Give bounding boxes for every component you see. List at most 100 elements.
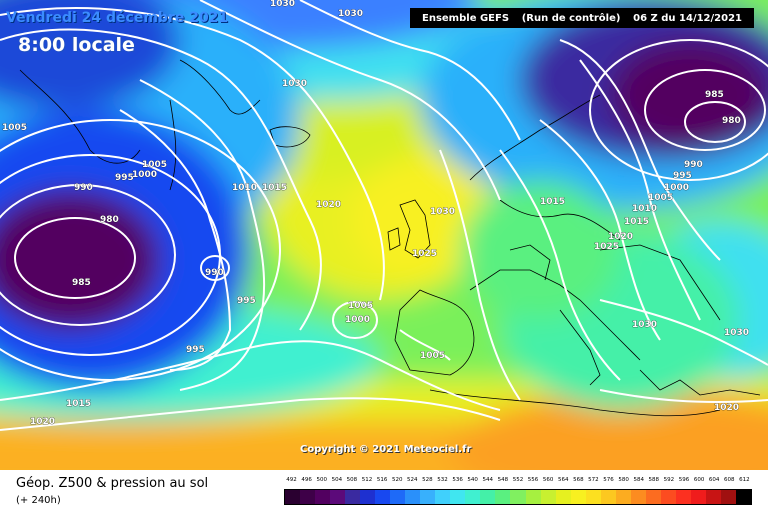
isobars (0, 0, 768, 430)
scale-value: 608 (724, 477, 735, 483)
scale-value: 588 (648, 477, 660, 483)
isobar-label: 995 (186, 345, 205, 355)
scale-value: 548 (497, 477, 509, 483)
scale-value: 532 (437, 477, 448, 483)
scale-swatch (660, 490, 676, 504)
italy (559, 309, 601, 386)
scale-swatch (360, 490, 376, 504)
isobar-label: 1030 (282, 79, 307, 89)
scale-value: 540 (467, 477, 478, 483)
scale-swatch (330, 490, 346, 504)
isobar-label: 980 (722, 116, 741, 126)
isobar-label: 1020 (30, 417, 55, 427)
legend: Géop. Z500 & pression au sol (+ 240h) 49… (0, 470, 768, 512)
scale-swatch (615, 490, 631, 504)
isobar-label: 1025 (594, 242, 619, 252)
isobar-label: 1000 (345, 315, 370, 325)
scale-swatch (510, 490, 526, 504)
isobar-label: 980 (100, 215, 119, 225)
scale-value: 496 (301, 477, 312, 483)
isobar-label: 985 (705, 90, 724, 100)
scale-swatch (720, 490, 736, 504)
scale-swatch (585, 490, 601, 504)
scale-value: 524 (407, 477, 418, 483)
ireland (387, 227, 401, 251)
scale-value: 604 (708, 477, 720, 483)
isobar-label: 1015 (66, 399, 91, 409)
isobar-label: 995 (673, 171, 692, 181)
scale-swatch (450, 490, 466, 504)
isobar-label: 1020 (316, 200, 341, 210)
scale-value: 612 (739, 477, 750, 483)
scale-value: 584 (633, 477, 644, 483)
scale-swatch (285, 490, 301, 504)
forecast-time: 8:00 locale (18, 34, 135, 56)
scale-value: 528 (422, 477, 433, 483)
scale-value: 572 (588, 477, 599, 483)
isobar-label: 1015 (262, 183, 287, 193)
isobar-label: 1030 (430, 207, 455, 217)
great-britain (399, 199, 431, 259)
isobar-label: 1015 (624, 217, 649, 227)
iceland (269, 126, 311, 148)
isobar-label: 1030 (724, 328, 749, 338)
weather-map: 1030 1030 1030 1005 1005 995 1000 990 98… (0, 0, 768, 470)
scale-value: 564 (557, 477, 569, 483)
isobar-label: 990 (205, 268, 224, 278)
scale-swatch (540, 490, 556, 504)
scale-value: 556 (527, 477, 539, 483)
scale-swatch (735, 490, 751, 504)
scale-value: 580 (618, 477, 629, 483)
scale-value: 536 (452, 477, 463, 483)
isobar-label: 1000 (664, 183, 689, 193)
scale-swatch (480, 490, 496, 504)
isobar-label: 1000 (132, 170, 157, 180)
forecast-date: Vendredi 24 décembre 2021 (6, 10, 229, 26)
scale-swatch (600, 490, 616, 504)
color-scale-bar (284, 489, 752, 505)
isobar-label: 995 (115, 173, 134, 183)
scale-value: 504 (331, 477, 343, 483)
scale-swatch (375, 490, 391, 504)
scale-value: 568 (573, 477, 584, 483)
scale-value: 576 (603, 477, 614, 483)
isobar-label: 1010 (232, 183, 257, 193)
scale-value: 592 (663, 477, 675, 483)
scale-swatch (645, 490, 661, 504)
model-name: Ensemble GEFS (422, 12, 510, 24)
scale-swatch (405, 490, 421, 504)
coastlines (19, 59, 761, 417)
isobar-label: 1005 (142, 160, 167, 170)
scale-value: 500 (316, 477, 327, 483)
map-canvas: 1030 1030 1030 1005 1005 995 1000 990 98… (0, 0, 768, 470)
scale-swatch (420, 490, 436, 504)
isobar-label: 990 (74, 183, 93, 193)
isobar-label: 1005 (420, 351, 445, 361)
isobar-label: 1005 (648, 193, 673, 203)
scale-value: 512 (361, 477, 373, 483)
geopotential-field (0, 0, 768, 470)
isobar-label: 1020 (608, 232, 633, 242)
isobar-label: 985 (72, 278, 91, 288)
scale-swatch (465, 490, 481, 504)
scale-swatch (495, 490, 511, 504)
isobar-label: 1005 (348, 301, 373, 311)
legend-title: Géop. Z500 & pression au sol (16, 476, 209, 491)
scale-value: 552 (512, 477, 524, 483)
scale-value: 516 (376, 477, 388, 483)
run-issued: 06 Z du 14/12/2021 (633, 12, 742, 24)
isobar-label: 1025 (412, 249, 437, 259)
isobar-label: 1020 (714, 403, 739, 413)
isobar-label: 1030 (270, 0, 295, 9)
isobar-labels: 1030 1030 1030 1005 1005 995 1000 990 98… (2, 0, 750, 427)
scale-swatch (300, 490, 316, 504)
scale-swatch (690, 490, 706, 504)
isobar-label: 1005 (2, 123, 27, 133)
scale-swatch (390, 490, 406, 504)
scale-value: 492 (286, 477, 297, 483)
scale-value: 600 (693, 477, 705, 483)
copyright-notice: Copyright © 2021 Meteociel.fr (300, 444, 472, 455)
isobar-label: 990 (684, 160, 703, 170)
scale-swatch (345, 490, 361, 504)
scale-swatch (630, 490, 646, 504)
